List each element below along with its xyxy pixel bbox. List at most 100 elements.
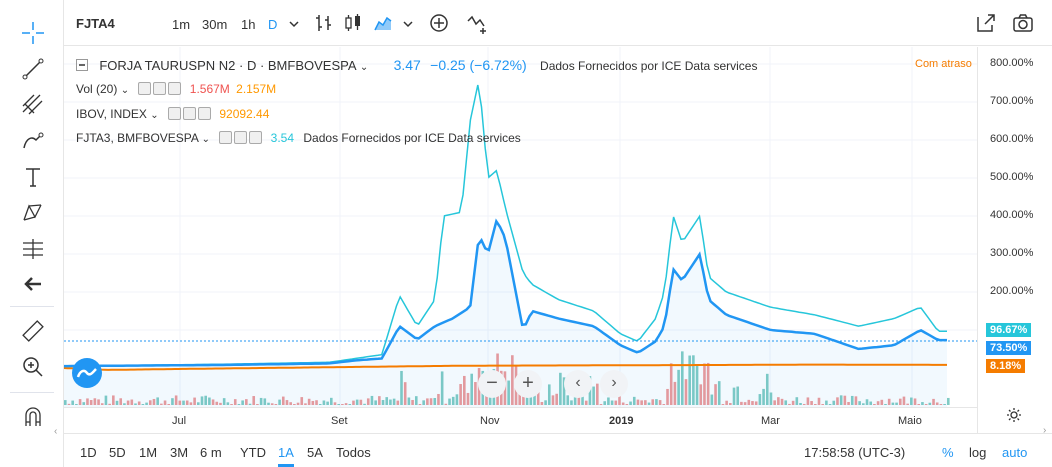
ibov-dropdown-icon[interactable]: ⌄ (150, 110, 159, 121)
volume-bar (858, 401, 861, 405)
volume-bar (396, 400, 400, 405)
indicators-icon[interactable] (466, 12, 488, 34)
interval-d[interactable]: D (268, 17, 278, 32)
volume-bar (182, 400, 185, 405)
clock[interactable]: 17:58:58 (UTC-3) (804, 445, 906, 460)
volume-bar (437, 393, 440, 405)
volume-bar (330, 397, 333, 405)
range-todos[interactable]: Todos (336, 445, 371, 460)
settings-icon[interactable] (183, 107, 196, 120)
volume-bar (459, 384, 462, 405)
time-axis[interactable]: Jul Set Nov 2019 Mar Maio (64, 407, 977, 433)
percent-toggle[interactable]: % (942, 445, 954, 460)
fjta3-label[interactable]: FJTA3, BMFBOVESPA (76, 131, 199, 145)
range-6m[interactable]: 6 m (200, 445, 222, 460)
volume-bar (296, 402, 300, 405)
symbol-search[interactable]: FJTA4 (76, 16, 115, 31)
area-chart-icon[interactable] (372, 12, 394, 34)
range-1m[interactable]: 1M (139, 445, 158, 460)
measure-icon[interactable] (20, 236, 46, 262)
volume-bar (440, 371, 444, 405)
range-1d[interactable]: 1D (80, 445, 97, 460)
vertical-scrollbar[interactable]: › (1040, 47, 1052, 436)
time-axis-label: Set (331, 415, 348, 427)
hide-icon[interactable] (219, 131, 233, 144)
pattern-tool-icon[interactable] (20, 200, 46, 226)
volume-bar (233, 399, 237, 405)
add-compare-icon[interactable] (428, 12, 450, 34)
volume-bar (592, 386, 595, 405)
range-5d[interactable]: 5D (109, 445, 126, 460)
volume-bar (333, 402, 337, 405)
scroll-right-icon[interactable]: › (1043, 425, 1047, 436)
volume-label[interactable]: Vol (20) (76, 82, 118, 96)
volume-bar (123, 403, 126, 405)
interval-1m[interactable]: 1m (172, 17, 191, 32)
scroll-right-button[interactable]: › (600, 370, 628, 398)
text-tool-icon[interactable] (20, 164, 46, 190)
volume-bar (939, 404, 943, 405)
tradingview-logo[interactable] (72, 358, 102, 388)
scroll-left-button[interactable]: ‹ (564, 370, 592, 398)
crosshair-icon[interactable] (20, 20, 46, 46)
volume-bar (644, 400, 647, 405)
back-arrow-icon[interactable] (20, 271, 46, 297)
fjta3-dropdown-icon[interactable]: ⌄ (201, 134, 210, 145)
volume-bar (743, 402, 747, 405)
zoom-in-icon[interactable] (20, 354, 46, 380)
settings-icon[interactable] (153, 82, 167, 95)
volume-bar (285, 400, 289, 405)
volume-dropdown-icon[interactable]: ⌄ (120, 85, 130, 96)
close-icon[interactable] (249, 131, 263, 144)
main-series-legend: FORJA TAURUSPN N2 · D · BMFBOVESPA ⌄ 3.4… (76, 57, 757, 73)
volume-bar (433, 397, 437, 405)
interval-1h[interactable]: 1h (241, 17, 256, 32)
volume-bar (847, 401, 850, 405)
range-5a[interactable]: 5A (307, 445, 323, 460)
close-icon[interactable] (198, 107, 211, 120)
volume-bar (928, 402, 932, 405)
price-axis[interactable]: 800.00% 700.00% 600.00% 500.00% 400.00% … (977, 47, 1052, 433)
hide-icon[interactable] (168, 107, 181, 120)
brush-icon[interactable] (20, 128, 46, 154)
volume-bar (156, 397, 159, 405)
range-1a[interactable]: 1A (278, 445, 294, 460)
settings-icon[interactable] (1006, 407, 1022, 423)
range-ytd[interactable]: YTD (240, 445, 266, 460)
volume-bar (677, 369, 680, 405)
ibov-legend: IBOV, INDEX ⌄ 92092.44 (76, 107, 269, 121)
volume-bar (714, 384, 717, 405)
magnet-icon[interactable] (20, 404, 46, 430)
zoom-in-button[interactable]: + (514, 370, 542, 398)
settings-icon[interactable] (234, 131, 248, 144)
interval-dropdown-icon[interactable] (288, 17, 300, 29)
close-icon[interactable] (168, 82, 182, 95)
ruler-icon[interactable] (20, 318, 46, 344)
range-3m[interactable]: 3M (170, 445, 189, 460)
main-series-title[interactable]: FORJA TAURUSPN N2 · D · BMFBOVESPA (99, 58, 357, 73)
interval-30m[interactable]: 30m (202, 17, 228, 32)
volume-bar (876, 401, 880, 405)
main-title-dropdown-icon[interactable]: ⌄ (359, 62, 369, 73)
main-price: 3.47 (393, 57, 421, 73)
zoom-out-button[interactable]: − (478, 370, 506, 398)
candles-icon[interactable] (342, 12, 364, 34)
auto-toggle[interactable]: auto (1002, 445, 1028, 460)
volume-bar (134, 403, 137, 405)
bar-chart-icon[interactable] (313, 12, 335, 34)
chart-type-dropdown-icon[interactable] (402, 17, 414, 29)
trend-line-icon[interactable] (20, 56, 46, 82)
log-toggle[interactable]: log (969, 445, 987, 460)
collapse-left-icon[interactable]: ‹ (54, 426, 58, 437)
volume-bar (429, 398, 433, 405)
volume-bar (355, 399, 359, 405)
volume-bar (137, 401, 141, 405)
hide-icon[interactable] (138, 82, 152, 95)
share-icon[interactable] (975, 12, 997, 34)
volume-bar (93, 398, 97, 405)
fib-tool-icon[interactable] (20, 92, 46, 118)
volume-bar (200, 396, 204, 405)
camera-icon[interactable] (1012, 12, 1034, 34)
collapse-legend-icon[interactable] (76, 59, 88, 71)
ibov-label[interactable]: IBOV, INDEX (76, 107, 147, 121)
